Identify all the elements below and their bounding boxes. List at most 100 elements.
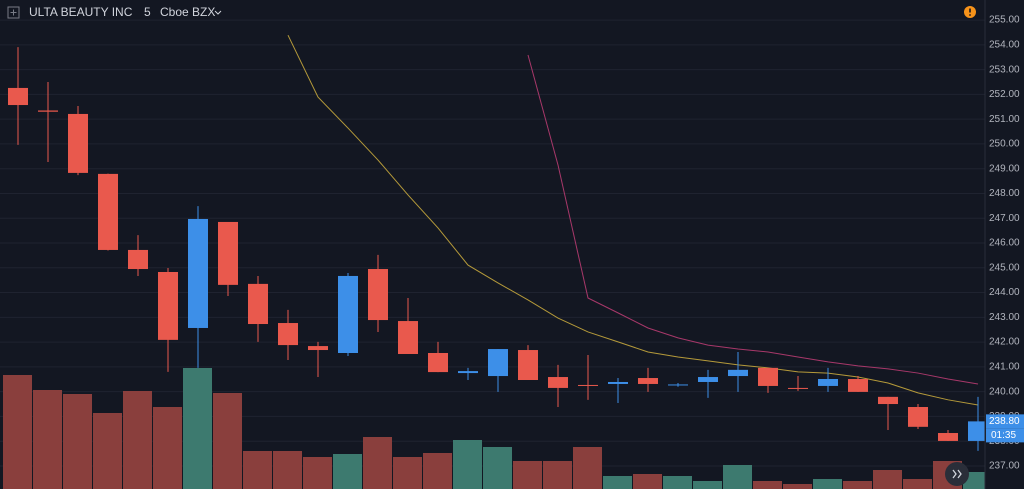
scroll-button[interactable] bbox=[945, 462, 969, 486]
scroll-chevron bbox=[957, 469, 962, 479]
y-tick-label: 241.00 bbox=[989, 362, 1020, 373]
last-price-box bbox=[986, 414, 1024, 429]
scroll-button-bg bbox=[945, 462, 969, 486]
volume-bar bbox=[63, 394, 92, 489]
volume-bar bbox=[303, 457, 332, 489]
candle-body bbox=[818, 379, 838, 386]
collapse-icon[interactable] bbox=[7, 6, 20, 19]
y-tick-label: 245.00 bbox=[989, 262, 1020, 273]
y-tick-label: 255.00 bbox=[989, 15, 1020, 26]
exchange[interactable]: Cboe BZX bbox=[160, 5, 215, 19]
candle-body bbox=[908, 407, 928, 427]
candle-body bbox=[398, 321, 418, 354]
ma-layer bbox=[287, 34, 979, 406]
candle-layer bbox=[8, 47, 985, 451]
moving-average bbox=[287, 34, 979, 406]
volume-bar bbox=[513, 461, 542, 489]
candle-body bbox=[668, 384, 688, 386]
candle-body bbox=[68, 113, 88, 173]
candle-body bbox=[38, 110, 58, 112]
volume-bar bbox=[633, 474, 662, 489]
candle-body bbox=[188, 218, 208, 328]
volume-bar bbox=[843, 481, 872, 489]
candle-body bbox=[278, 323, 298, 346]
dropdown-chevron[interactable] bbox=[214, 10, 222, 15]
candle-body bbox=[608, 381, 628, 384]
candle-body bbox=[428, 353, 448, 373]
candle-body bbox=[98, 173, 118, 250]
countdown-box bbox=[986, 428, 1024, 443]
volume-bar bbox=[573, 447, 602, 489]
y-tick-label: 254.00 bbox=[989, 39, 1020, 50]
volume-bar bbox=[873, 470, 902, 489]
candle-body bbox=[158, 271, 178, 340]
candle-body bbox=[968, 421, 985, 441]
volume-bar bbox=[663, 476, 692, 489]
candle-body bbox=[458, 371, 478, 374]
candle-body bbox=[638, 378, 658, 384]
y-tick-label: 242.00 bbox=[989, 337, 1020, 348]
y-tick-label: 243.00 bbox=[989, 312, 1020, 323]
volume-bar bbox=[3, 375, 32, 489]
candle-body bbox=[8, 87, 28, 106]
volume-layer bbox=[3, 368, 985, 489]
countdown-label: 01:35 bbox=[991, 430, 1016, 441]
candle-body bbox=[758, 367, 778, 386]
y-tick-label: 253.00 bbox=[989, 64, 1020, 75]
volume-bar bbox=[183, 368, 212, 489]
volume-bar bbox=[333, 454, 362, 489]
volume-bar bbox=[363, 437, 392, 489]
volume-bar bbox=[693, 481, 722, 489]
volume-bar bbox=[213, 393, 242, 489]
y-tick-label: 237.00 bbox=[989, 461, 1020, 472]
interval[interactable]: 5 bbox=[144, 5, 151, 19]
volume-bar bbox=[603, 476, 632, 489]
moving-average bbox=[527, 54, 979, 385]
volume-bar bbox=[453, 440, 482, 489]
y-tick-label: 252.00 bbox=[989, 89, 1020, 100]
volume-bar bbox=[543, 461, 572, 489]
collapse-box bbox=[7, 6, 20, 19]
candle-body bbox=[578, 384, 598, 386]
candle-body bbox=[308, 346, 328, 351]
volume-bar bbox=[123, 391, 152, 489]
volume-bar bbox=[903, 479, 932, 489]
header: ULTA BEAUTY INC 5 Cboe BZX bbox=[7, 5, 222, 19]
candle-body bbox=[878, 396, 898, 405]
candle-body bbox=[488, 349, 508, 377]
volume-bar bbox=[393, 457, 422, 489]
volume-bar bbox=[423, 453, 452, 489]
alert-icon[interactable] bbox=[964, 6, 976, 18]
candle-body bbox=[218, 221, 238, 285]
candle-body bbox=[368, 269, 388, 321]
last-price-label: 238.80 bbox=[989, 416, 1020, 427]
y-tick-label: 250.00 bbox=[989, 139, 1020, 150]
y-tick-label: 248.00 bbox=[989, 188, 1020, 199]
symbol-title[interactable]: ULTA BEAUTY INC bbox=[29, 5, 133, 19]
volume-bar bbox=[753, 481, 782, 489]
volume-bar bbox=[813, 479, 842, 489]
candle-body bbox=[938, 433, 958, 441]
candle-body bbox=[548, 377, 568, 388]
y-tick-label: 247.00 bbox=[989, 213, 1020, 224]
volume-bar bbox=[723, 465, 752, 489]
candle-body bbox=[848, 379, 868, 392]
price-axis: 237.00238.00239.00240.00241.00242.00243.… bbox=[986, 15, 1024, 472]
volume-bar bbox=[33, 390, 62, 489]
candle-body bbox=[128, 249, 148, 270]
volume-bar bbox=[483, 447, 512, 489]
candle-body bbox=[248, 283, 268, 325]
candle-body bbox=[698, 377, 718, 382]
y-tick-label: 249.00 bbox=[989, 163, 1020, 174]
volume-bar bbox=[783, 484, 812, 489]
volume-bar bbox=[153, 407, 182, 489]
y-tick-label: 246.00 bbox=[989, 238, 1020, 249]
alert-dot bbox=[969, 14, 971, 16]
candle-body bbox=[518, 350, 538, 381]
volume-bar bbox=[273, 451, 302, 489]
candle-body bbox=[728, 369, 748, 377]
volume-bar bbox=[93, 413, 122, 489]
scroll-chevron bbox=[952, 469, 957, 479]
y-tick-label: 251.00 bbox=[989, 114, 1020, 125]
